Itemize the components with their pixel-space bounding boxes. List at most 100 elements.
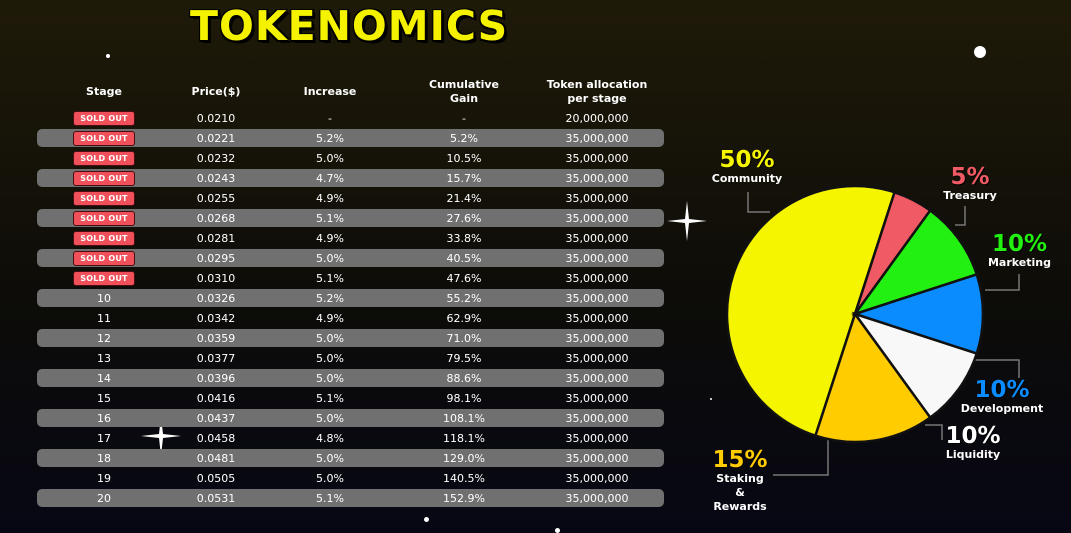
cell-token-allocation: 20,000,000 — [565, 111, 629, 125]
cell-cumulative-gain: 98.1% — [446, 391, 482, 405]
cell-price: 0.0458 — [196, 431, 236, 445]
cell-stage: SOLD OUT — [54, 148, 154, 168]
label-community: 50% Community — [708, 148, 786, 186]
cell-token-allocation: 35,000,000 — [565, 431, 629, 445]
cell-price: 0.0221 — [196, 131, 236, 145]
cell-stage: SOLD OUT — [54, 268, 154, 288]
pct-staking-rewards: 15% — [712, 447, 768, 473]
cell-cumulative-gain: 40.5% — [446, 251, 482, 265]
name-marketing: Marketing — [987, 256, 1051, 269]
cell-stage: 10 — [97, 291, 111, 305]
cell-price: 0.0243 — [196, 171, 236, 185]
table-row: SOLD OUT 0.0221 5.2% 5.2% 35,000,000 — [37, 128, 664, 148]
table-row: SOLD OUT 0.0255 4.9% 21.4% 35,000,000 — [37, 188, 664, 208]
table-row: 14 0.0396 5.0% 88.6% 35,000,000 — [37, 368, 664, 388]
cell-cumulative-gain: 79.5% — [446, 351, 482, 365]
cell-increase: 5.1% — [316, 211, 344, 225]
tokenomics-table: Stage Price($) Increase Cumulative Gain … — [37, 76, 664, 508]
pie-slice-staking-rewards — [813, 311, 932, 444]
leader-staking — [773, 440, 829, 476]
cell-increase: 5.0% — [316, 251, 344, 265]
name-staking-rewards: Staking & Rewards — [713, 472, 767, 513]
sparkle-icon — [667, 201, 707, 241]
table-row: 11 0.0342 4.9% 62.9% 35,000,000 — [37, 308, 664, 328]
sold-out-badge: SOLD OUT — [74, 191, 134, 205]
label-staking-rewards: 15% Staking & Rewards — [704, 448, 776, 514]
table-row: 19 0.0505 5.0% 140.5% 35,000,000 — [37, 468, 664, 488]
table-row: 18 0.0481 5.0% 129.0% 35,000,000 — [37, 448, 664, 468]
name-treasury: Treasury — [943, 189, 997, 202]
sold-out-badge: SOLD OUT — [74, 231, 134, 245]
cell-price: 0.0281 — [196, 231, 236, 245]
sold-out-badge: SOLD OUT — [74, 171, 134, 185]
cell-cumulative-gain: 140.5% — [443, 471, 485, 485]
cell-stage: SOLD OUT — [54, 108, 154, 128]
cell-increase: 4.9% — [316, 231, 344, 245]
pie-slice-marketing — [851, 208, 979, 317]
cell-cumulative-gain: 10.5% — [446, 151, 482, 165]
cell-cumulative-gain: 108.1% — [443, 411, 485, 425]
cell-stage: 18 — [97, 451, 111, 465]
cell-token-allocation: 35,000,000 — [565, 331, 629, 345]
table-row: SOLD OUT 0.0210 - - 20,000,000 — [37, 108, 664, 128]
cell-increase: 5.0% — [316, 331, 344, 345]
star-decoration — [106, 54, 110, 58]
cell-price: 0.0310 — [196, 271, 236, 285]
label-liquidity: 10% Liquidity — [938, 424, 1008, 462]
cell-cumulative-gain: 47.6% — [446, 271, 482, 285]
leader-marketing — [985, 274, 1020, 291]
star-decoration — [974, 46, 986, 58]
label-treasury: 5% Treasury — [935, 165, 1005, 203]
cell-token-allocation: 35,000,000 — [565, 151, 629, 165]
pct-development: 10% — [974, 377, 1030, 403]
cell-cumulative-gain: 118.1% — [443, 431, 485, 445]
cell-token-allocation: 35,000,000 — [565, 131, 629, 145]
cell-cumulative-gain: 5.2% — [450, 131, 478, 145]
cell-token-allocation: 35,000,000 — [565, 491, 629, 505]
cell-increase: 5.2% — [316, 291, 344, 305]
table-row: 15 0.0416 5.1% 98.1% 35,000,000 — [37, 388, 664, 408]
cell-increase: - — [328, 111, 332, 125]
cell-cumulative-gain: 71.0% — [446, 331, 482, 345]
cell-price: 0.0342 — [196, 311, 236, 325]
header-token-allocation: Token allocation per stage — [546, 78, 648, 105]
sold-out-badge: SOLD OUT — [74, 131, 134, 145]
table-row: SOLD OUT 0.0232 5.0% 10.5% 35,000,000 — [37, 148, 664, 168]
pie-slice-liquidity — [851, 311, 979, 420]
cell-cumulative-gain: 33.8% — [446, 231, 482, 245]
table-body: SOLD OUT 0.0210 - - 20,000,000 SOLD OUT 0.0221… — [37, 108, 664, 508]
cell-price: 0.0326 — [196, 291, 236, 305]
cell-price: 0.0505 — [196, 471, 236, 485]
pie-slice-treasury — [853, 190, 932, 315]
table-row: SOLD OUT 0.0268 5.1% 27.6% 35,000,000 — [37, 208, 664, 228]
cell-stage: 14 — [97, 371, 111, 385]
cell-stage: 11 — [97, 311, 111, 325]
cell-price: 0.0531 — [196, 491, 236, 505]
table-row: SOLD OUT 0.0295 5.0% 40.5% 35,000,000 — [37, 248, 664, 268]
cell-cumulative-gain: 27.6% — [446, 211, 482, 225]
name-community: Community — [711, 172, 783, 185]
cell-increase: 5.0% — [316, 351, 344, 365]
table-row: 12 0.0359 5.0% 71.0% 35,000,000 — [37, 328, 664, 348]
cell-stage: 12 — [97, 331, 111, 345]
cell-stage: 20 — [97, 491, 111, 505]
cell-token-allocation: 35,000,000 — [565, 411, 629, 425]
cell-price: 0.0481 — [196, 451, 236, 465]
cell-token-allocation: 35,000,000 — [565, 251, 629, 265]
sparkle-icon — [141, 416, 181, 456]
cell-token-allocation: 35,000,000 — [565, 191, 629, 205]
cell-cumulative-gain: 62.9% — [446, 311, 482, 325]
star-decoration — [424, 517, 429, 522]
pie-slices — [726, 184, 985, 444]
cell-price: 0.0210 — [196, 111, 236, 125]
pct-marketing: 10% — [991, 231, 1048, 257]
table-row: 20 0.0531 5.1% 152.9% 35,000,000 — [37, 488, 664, 508]
name-liquidity: Liquidity — [945, 448, 1001, 461]
cell-stage: SOLD OUT — [54, 168, 154, 188]
cell-token-allocation: 35,000,000 — [565, 351, 629, 365]
cell-increase: 5.0% — [316, 371, 344, 385]
cell-cumulative-gain: - — [462, 111, 466, 125]
cell-increase: 5.0% — [316, 471, 344, 485]
cell-token-allocation: 35,000,000 — [565, 451, 629, 465]
cell-stage: SOLD OUT — [54, 208, 154, 228]
